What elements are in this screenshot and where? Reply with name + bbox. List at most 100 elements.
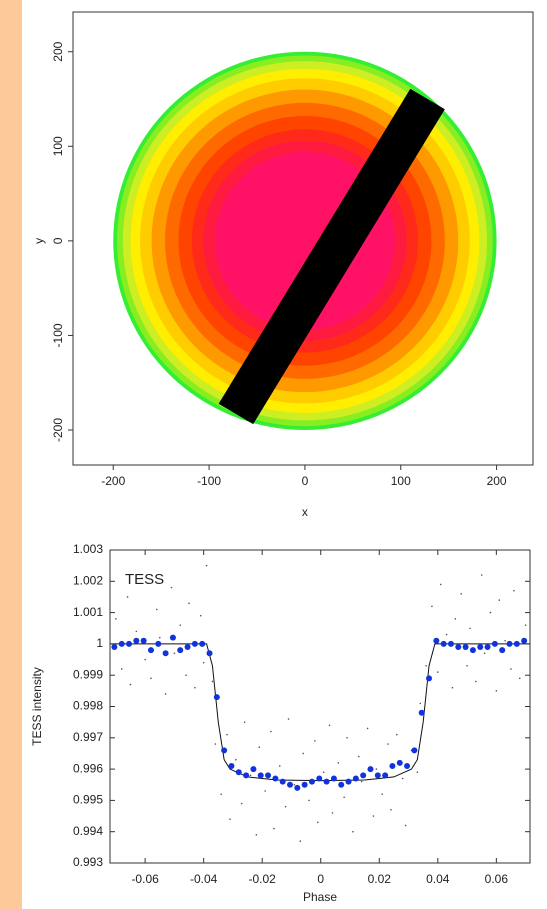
side-strip bbox=[0, 0, 22, 909]
y-tick-label: -100 bbox=[51, 323, 65, 347]
data-point bbox=[425, 665, 427, 667]
data-point bbox=[140, 637, 147, 644]
data-point bbox=[243, 772, 250, 779]
data-point bbox=[455, 644, 462, 651]
data-point bbox=[440, 640, 447, 647]
y-tick-label: 200 bbox=[51, 41, 65, 61]
data-point bbox=[314, 740, 316, 742]
data-point bbox=[249, 774, 252, 777]
x-axis-label: Phase bbox=[303, 890, 337, 904]
data-point bbox=[293, 783, 296, 786]
data-point bbox=[255, 834, 258, 836]
data-point bbox=[126, 640, 133, 647]
data-point bbox=[316, 775, 323, 782]
data-point bbox=[328, 724, 331, 727]
data-point bbox=[199, 640, 206, 647]
data-point bbox=[226, 733, 228, 736]
data-point bbox=[475, 680, 477, 683]
y-tick-label: 0.996 bbox=[73, 761, 103, 775]
x-tick-label: 0.04 bbox=[426, 872, 450, 886]
data-point bbox=[323, 778, 330, 785]
data-point bbox=[451, 686, 454, 689]
data-point bbox=[173, 652, 176, 655]
x-tick-label: -0.06 bbox=[131, 872, 159, 886]
data-point bbox=[211, 680, 214, 683]
data-point bbox=[418, 709, 425, 716]
data-point bbox=[265, 772, 272, 779]
data-point bbox=[308, 799, 310, 802]
data-point bbox=[375, 768, 378, 770]
y-tick-label: 0.994 bbox=[73, 824, 103, 838]
y-tick-label: 0.997 bbox=[73, 730, 103, 744]
data-point bbox=[462, 644, 469, 651]
data-point bbox=[205, 564, 208, 567]
data-point bbox=[387, 743, 389, 745]
data-point bbox=[235, 769, 242, 776]
data-point bbox=[170, 586, 173, 589]
x-axis-label: x bbox=[302, 505, 308, 519]
data-point bbox=[220, 793, 223, 795]
data-point bbox=[491, 640, 498, 647]
data-point bbox=[404, 824, 407, 827]
data-point bbox=[278, 765, 281, 767]
x-tick-label: -0.04 bbox=[190, 872, 218, 886]
data-point bbox=[199, 614, 202, 617]
x-tick-label: 0 bbox=[317, 872, 324, 886]
data-point bbox=[202, 661, 205, 664]
data-point bbox=[120, 668, 123, 670]
model-line bbox=[110, 643, 530, 782]
data-point bbox=[360, 772, 367, 779]
y-tick-label: 1.001 bbox=[73, 605, 103, 619]
data-point bbox=[155, 640, 162, 647]
data-point bbox=[185, 674, 187, 676]
x-tick-label: 0 bbox=[302, 474, 309, 488]
data-point bbox=[466, 665, 468, 667]
x-tick-label: 0.06 bbox=[485, 872, 509, 886]
y-tick-label: 0.993 bbox=[73, 855, 103, 869]
data-point bbox=[495, 690, 498, 692]
data-point bbox=[158, 636, 161, 639]
data-point bbox=[513, 640, 520, 647]
data-point bbox=[357, 755, 360, 758]
data-point bbox=[343, 796, 345, 799]
data-point bbox=[447, 640, 454, 647]
data-point bbox=[401, 777, 404, 780]
data-point bbox=[243, 721, 246, 723]
data-point bbox=[431, 605, 433, 608]
data-point bbox=[272, 775, 279, 782]
data-point bbox=[445, 633, 448, 636]
data-point bbox=[270, 730, 272, 733]
data-point bbox=[322, 771, 325, 774]
data-point bbox=[439, 583, 442, 586]
data-point bbox=[381, 793, 383, 795]
data-point bbox=[483, 652, 486, 655]
data-point bbox=[184, 644, 191, 651]
data-point bbox=[194, 686, 196, 689]
data-point bbox=[235, 758, 237, 761]
data-point bbox=[214, 743, 217, 745]
x-tick-label: -200 bbox=[101, 474, 125, 488]
data-point bbox=[229, 818, 231, 820]
y-tick-label: 1.003 bbox=[73, 542, 103, 556]
data-point bbox=[416, 771, 419, 774]
data-point bbox=[480, 574, 483, 576]
data-point bbox=[477, 644, 484, 651]
data-point bbox=[111, 644, 118, 651]
data-point bbox=[498, 599, 501, 601]
data-point bbox=[352, 775, 359, 782]
data-point bbox=[330, 775, 337, 782]
data-point bbox=[147, 647, 154, 654]
data-point bbox=[521, 637, 528, 644]
data-point bbox=[454, 618, 457, 620]
data-point bbox=[164, 693, 167, 695]
data-point bbox=[213, 694, 220, 701]
data-point bbox=[273, 827, 275, 830]
data-point bbox=[331, 812, 334, 814]
data-point bbox=[308, 778, 315, 785]
data-point bbox=[374, 772, 381, 779]
data-point bbox=[264, 790, 266, 792]
data-point bbox=[129, 683, 132, 686]
annotation: TESS bbox=[125, 571, 164, 588]
